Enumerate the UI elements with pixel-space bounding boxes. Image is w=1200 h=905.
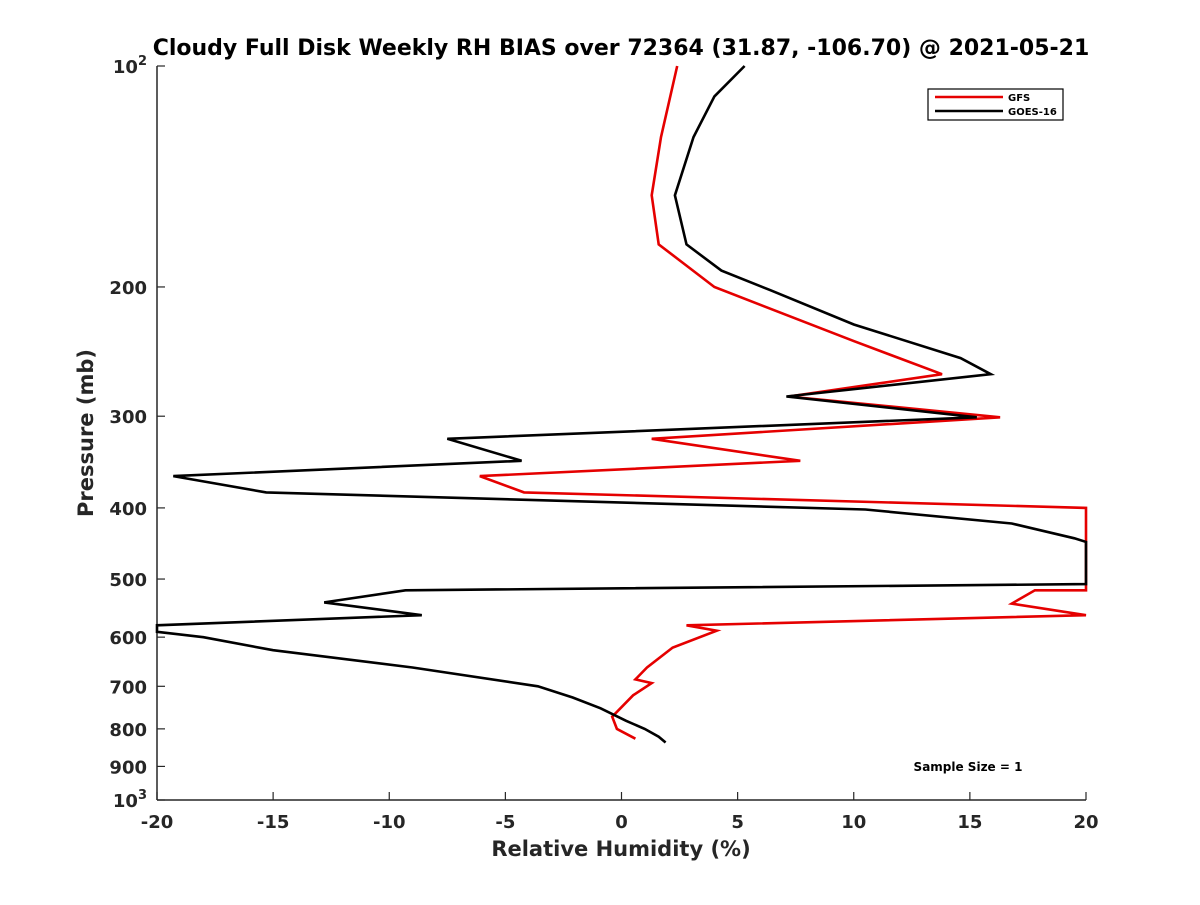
legend: GFS GOES-16 [927, 88, 1064, 121]
x-tick-label: 10 [841, 812, 866, 833]
x-tick-label: -5 [495, 812, 515, 833]
x-axis-label: Relative Humidity (%) [491, 837, 750, 861]
x-tick-label: 0 [615, 812, 628, 833]
y-tick-exponent: 2 [138, 54, 147, 69]
ticks-layer: -20 -15 -10 -5 0 5 10 15 20102200300400500600700… [109, 54, 1098, 833]
y-tick-exponent: 3 [138, 788, 147, 803]
y-tick-label: 900 [109, 757, 147, 778]
sample-size-note: Sample Size = 1 [914, 760, 1023, 774]
y-tick-label: 102 [113, 54, 147, 78]
x-tick-label: 5 [731, 812, 744, 833]
series-line-goes-16 [155, 65, 1088, 744]
y-tick-label: 700 [109, 677, 147, 698]
x-tick-label: -20 [141, 812, 174, 833]
y-tick-label: 800 [109, 720, 147, 741]
x-tick-label: 15 [957, 812, 982, 833]
y-tick-label: 300 [109, 407, 147, 428]
series-line-gfs [479, 65, 1088, 740]
y-tick-label: 200 [109, 278, 147, 299]
y-tick-base: 10 [113, 791, 138, 812]
y-axis-label: Pressure (mb) [74, 349, 98, 517]
legend-box [927, 88, 1064, 121]
y-tick-label: 400 [109, 499, 147, 520]
series-layer [155, 65, 1088, 744]
x-tick-label: 20 [1073, 812, 1098, 833]
y-tick-label: 500 [109, 570, 147, 591]
y-tick-label: 600 [109, 628, 147, 649]
x-tick-label: -10 [373, 812, 406, 833]
y-tick-base: 10 [113, 57, 138, 78]
chart-title: Cloudy Full Disk Weekly RH BIAS over 723… [153, 36, 1090, 61]
legend-label-gfs: GFS [1008, 93, 1030, 104]
legend-label-goes16: GOES-16 [1008, 107, 1057, 118]
x-tick-label: -15 [257, 812, 290, 833]
y-tick-label: 103 [113, 788, 147, 812]
